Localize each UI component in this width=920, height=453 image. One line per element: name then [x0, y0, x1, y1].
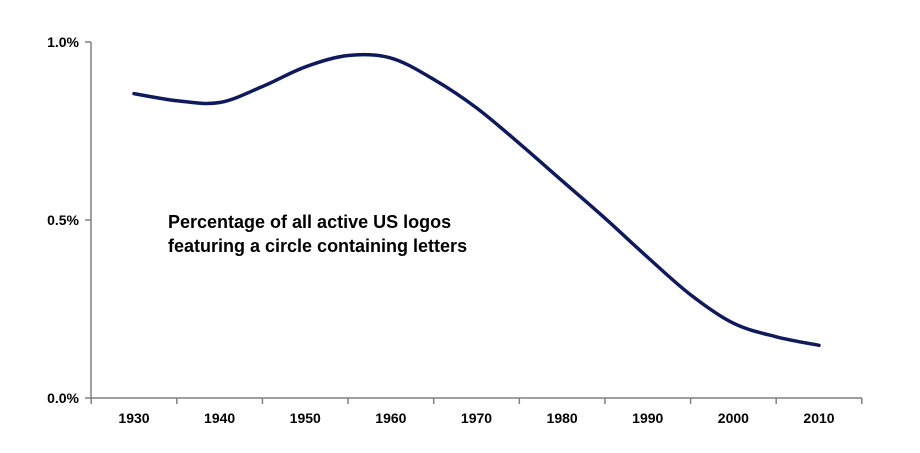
x-tick-label: 1970 [461, 410, 492, 426]
annotation-line-1: Percentage of all active US logos [168, 212, 451, 232]
y-tick-label: 0.5% [47, 212, 79, 228]
series-line-0 [132, 52, 821, 348]
y-axis-ticks: 0.0% 0.5% 1.0% [47, 34, 91, 406]
x-tick-label: 1980 [547, 410, 578, 426]
x-tick-label: 1930 [118, 410, 149, 426]
x-tick-label: 1960 [375, 410, 406, 426]
x-tick-label: 2010 [803, 410, 834, 426]
y-tick-label: 1.0% [47, 34, 79, 50]
annotation-line-2: featuring a circle containing letters [168, 236, 467, 256]
y-tick-label: 0.0% [47, 390, 79, 406]
x-tick-label: 2000 [718, 410, 749, 426]
x-tick-label: 1950 [290, 410, 321, 426]
series-layer [132, 52, 821, 348]
x-tick-label: 1990 [632, 410, 663, 426]
x-axis-ticks: 1930 1940 1950 1960 1970 1980 1990 2000 2010 [90, 398, 863, 426]
x-tick-label: 1940 [204, 410, 235, 426]
